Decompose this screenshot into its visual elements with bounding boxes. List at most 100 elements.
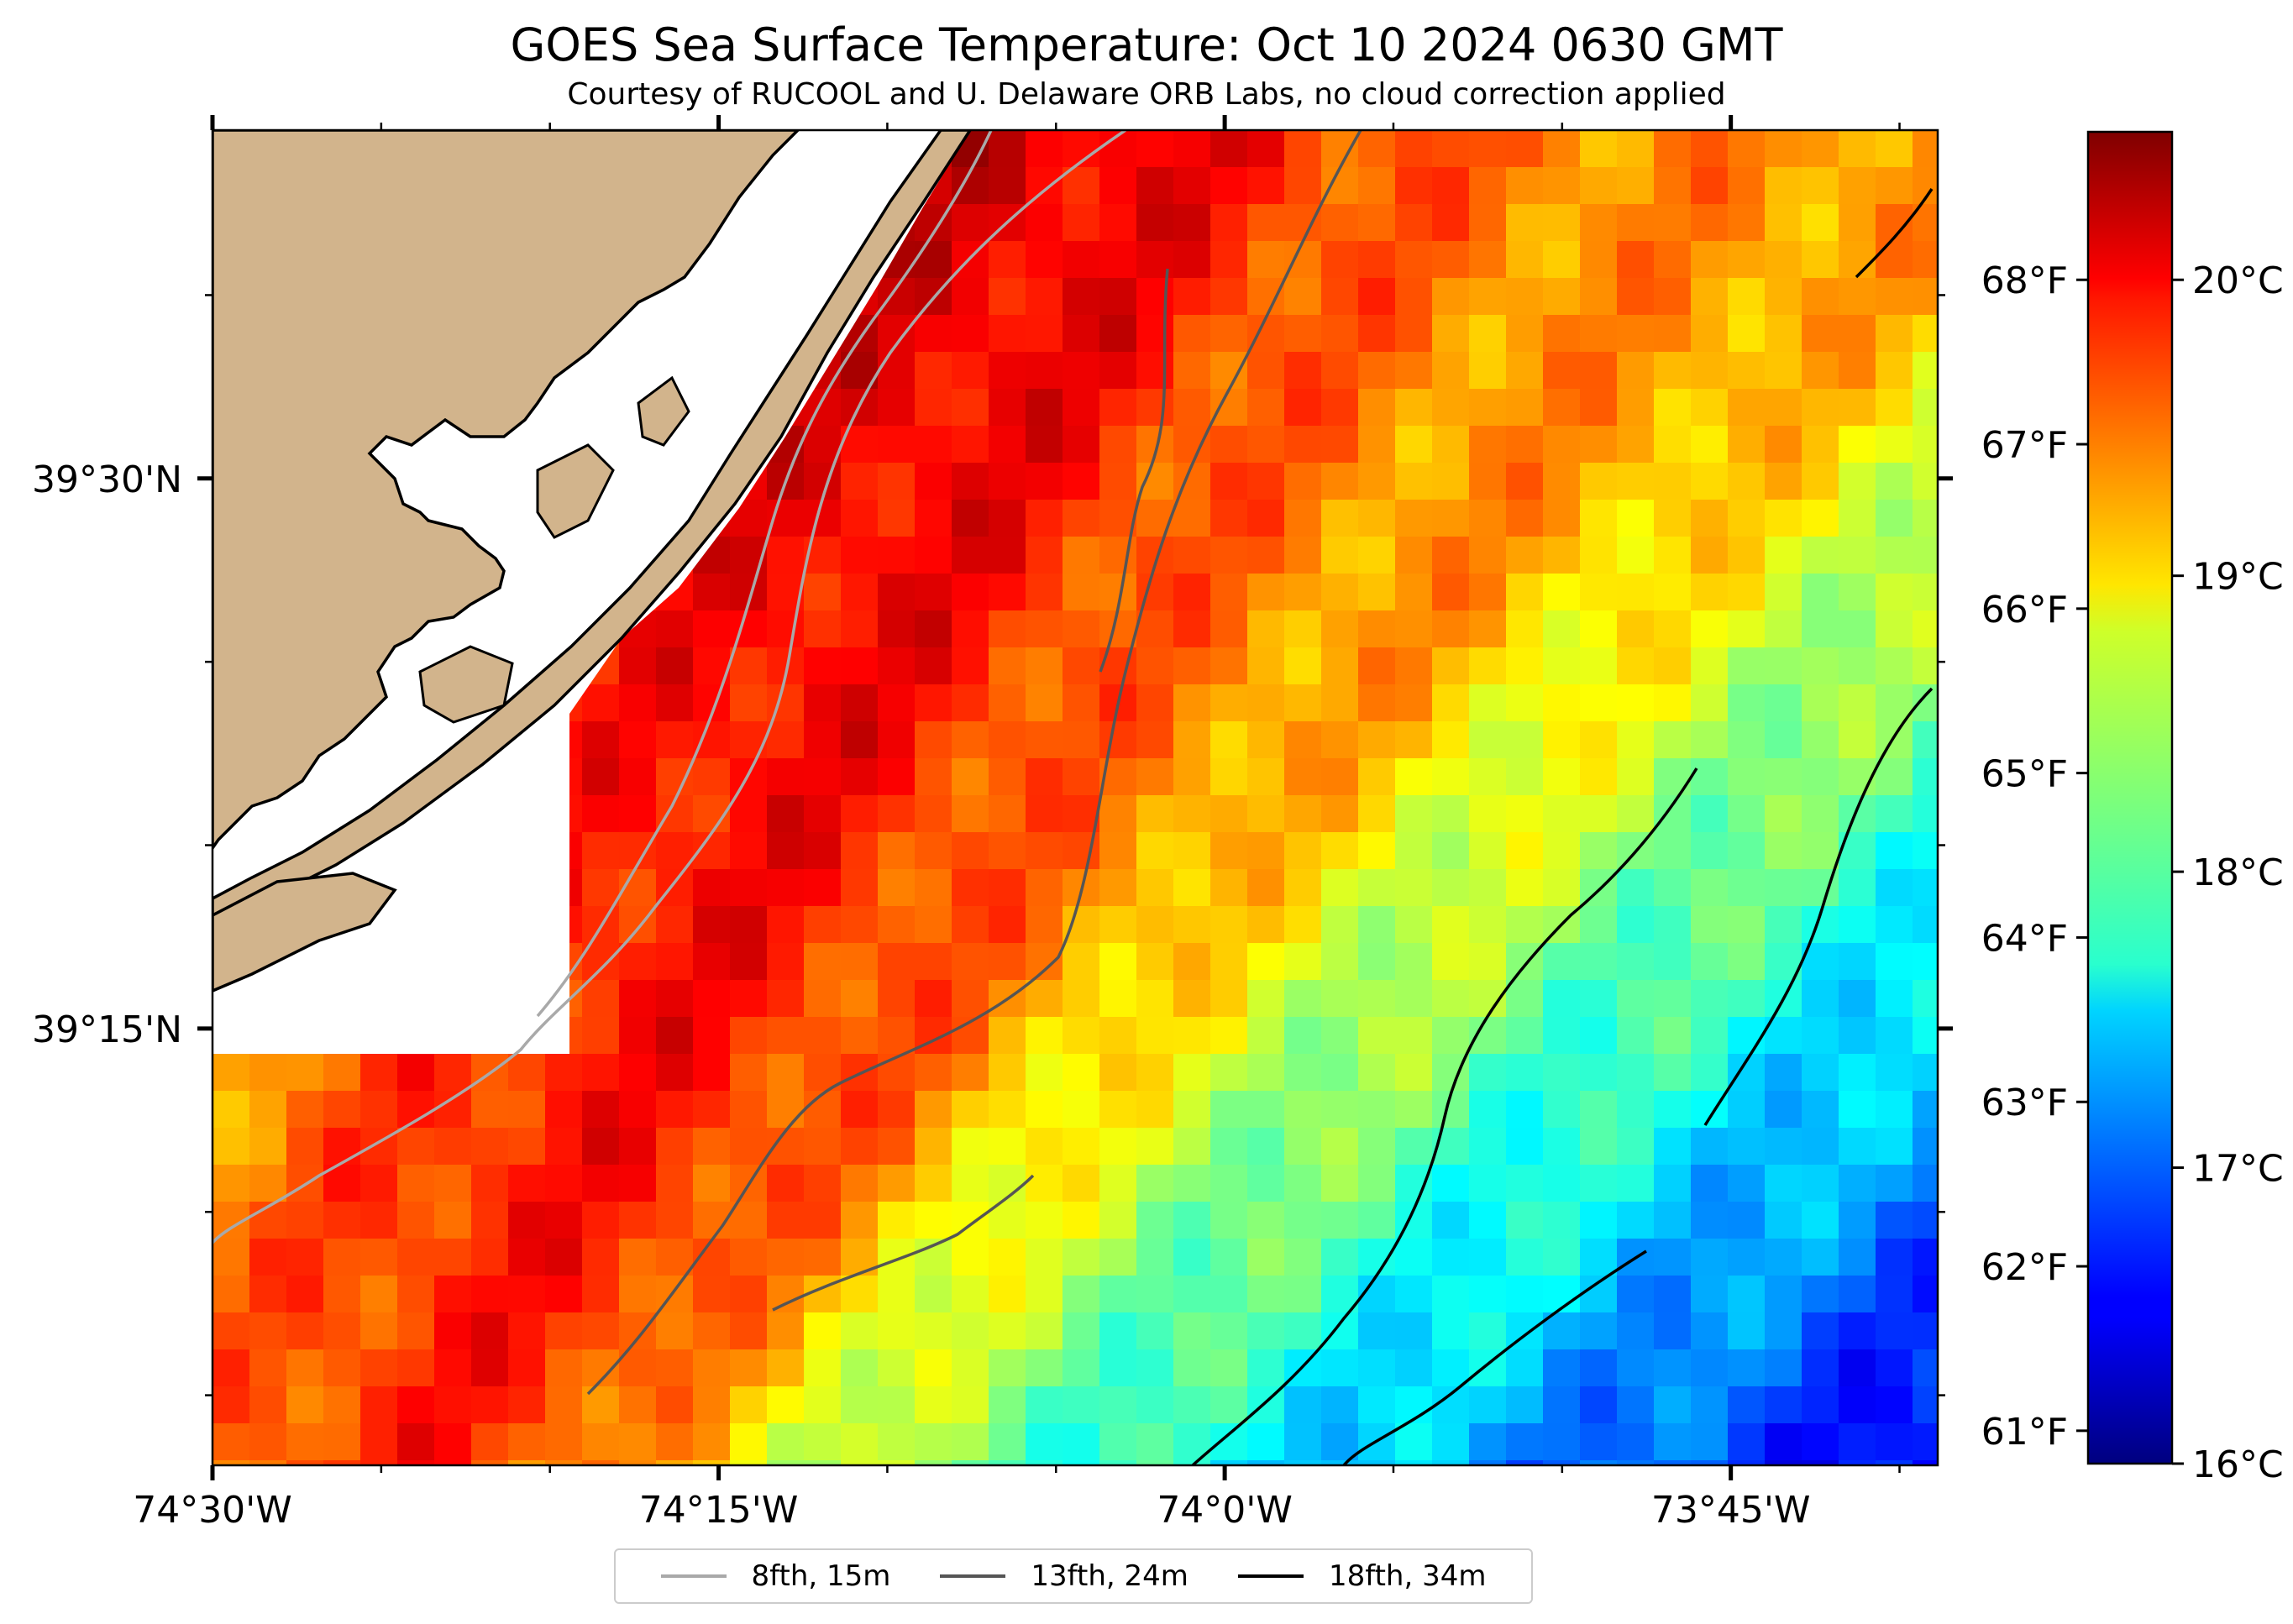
sst-cell <box>1469 352 1507 390</box>
sst-cell <box>619 1202 657 1239</box>
sst-cell <box>693 1091 731 1129</box>
sst-cell <box>1358 795 1396 833</box>
sst-cell <box>1802 1239 1839 1276</box>
sst-cell <box>397 1460 435 1465</box>
sst-cell <box>1543 352 1581 390</box>
sst-cell <box>1063 1091 1100 1129</box>
sst-cell <box>804 795 842 833</box>
sst-cell <box>1617 315 1655 353</box>
sst-cell <box>1284 1202 1322 1239</box>
sst-cell <box>1913 721 1938 759</box>
sst-cell <box>434 1460 472 1465</box>
sst-cell <box>1654 1276 1692 1313</box>
sst-cell <box>1173 906 1211 944</box>
sst-cell <box>1099 721 1137 759</box>
sst-cell <box>1876 574 1913 611</box>
sst-cell <box>1173 647 1211 685</box>
sst-cell <box>804 1091 842 1129</box>
sst-cell <box>1691 426 1729 464</box>
fahrenheit-tick-label: 67°F <box>1981 424 2068 467</box>
sst-cell <box>1173 869 1211 907</box>
sst-cell <box>1099 1239 1137 1276</box>
sst-cell <box>878 352 916 390</box>
sst-cell <box>1358 758 1396 796</box>
sst-cell <box>1284 1423 1322 1461</box>
sst-cell <box>360 1165 398 1202</box>
sst-cell <box>1654 721 1692 759</box>
sst-cell <box>1395 1017 1433 1055</box>
sst-cell <box>1876 980 1913 1018</box>
sst-cell <box>1469 1386 1507 1424</box>
fahrenheit-tick-label: 63°F <box>1981 1082 2068 1124</box>
sst-cell <box>1210 758 1248 796</box>
sst-cell <box>1506 684 1544 722</box>
sst-cell <box>1876 315 1913 353</box>
sst-cell <box>1210 1460 1248 1465</box>
sst-cell <box>1358 869 1396 907</box>
sst-cell <box>1691 352 1729 390</box>
sst-cell <box>767 1017 805 1055</box>
sst-cell <box>1691 758 1729 796</box>
sst-cell <box>1284 610 1322 648</box>
sst-cell <box>1876 943 1913 981</box>
sst-cell <box>508 1165 546 1202</box>
sst-cell <box>619 1239 657 1276</box>
sst-cell <box>1728 684 1766 722</box>
sst-cell <box>360 1423 398 1461</box>
contour-15m-b <box>536 130 993 1018</box>
sst-cell <box>1395 500 1433 537</box>
sst-cell <box>1321 1202 1359 1239</box>
sst-cell <box>1210 426 1248 464</box>
sst-cell <box>1802 574 1839 611</box>
sst-cell <box>1173 1128 1211 1166</box>
sst-cell <box>1026 537 1063 574</box>
sst-cell <box>841 500 879 537</box>
sst-cell <box>1802 537 1839 574</box>
sst-cell <box>1839 1017 1876 1055</box>
sst-cell <box>1469 610 1507 648</box>
sst-cell <box>1432 167 1470 205</box>
sst-cell <box>1173 1017 1211 1055</box>
sst-cell <box>693 758 731 796</box>
sst-cell <box>952 1460 989 1465</box>
sst-cell <box>1247 389 1285 427</box>
sst-cell <box>582 1128 620 1166</box>
sst-cell <box>1580 721 1618 759</box>
sst-cell <box>1210 1165 1248 1202</box>
sst-cell <box>989 426 1026 464</box>
sst-cell <box>582 758 620 796</box>
sst-cell <box>1284 167 1322 205</box>
sst-cell <box>767 1239 805 1276</box>
sst-cell <box>582 1423 620 1461</box>
sst-cell <box>1099 389 1137 427</box>
sst-cell <box>804 980 842 1018</box>
sst-cell <box>1469 1239 1507 1276</box>
sst-cell <box>1469 684 1507 722</box>
sst-cell <box>582 684 620 722</box>
sst-cell <box>1913 537 1938 574</box>
sst-cell <box>1543 463 1581 500</box>
sst-cell <box>1469 647 1507 685</box>
sst-cell <box>730 1276 768 1313</box>
sst-cell <box>1654 1202 1692 1239</box>
sst-cell <box>434 1276 472 1313</box>
sst-cell <box>1395 389 1433 427</box>
sst-cell <box>1247 278 1285 316</box>
colorbar-fahrenheit-ticks: 61°F 62°F 63°F 64°F 65°F 66°F 67°F 68°F <box>1981 259 2088 1454</box>
sst-cell <box>1358 389 1396 427</box>
sst-cell <box>1580 315 1618 353</box>
sst-cell <box>1839 610 1876 648</box>
sst-cell <box>286 1202 324 1239</box>
sst-cell <box>1506 352 1544 390</box>
sst-cell <box>471 1091 509 1129</box>
sst-cell <box>841 1276 879 1313</box>
sst-cell <box>1839 906 1876 944</box>
sst-cell <box>1765 1349 1802 1387</box>
sst-cell <box>1876 1312 1913 1350</box>
sst-cell <box>1654 1128 1692 1166</box>
sst-cell <box>915 906 952 944</box>
sst-cell <box>952 352 989 390</box>
sst-cell <box>1358 167 1396 205</box>
sst-cell <box>1321 1423 1359 1461</box>
sst-cell <box>545 1054 583 1092</box>
